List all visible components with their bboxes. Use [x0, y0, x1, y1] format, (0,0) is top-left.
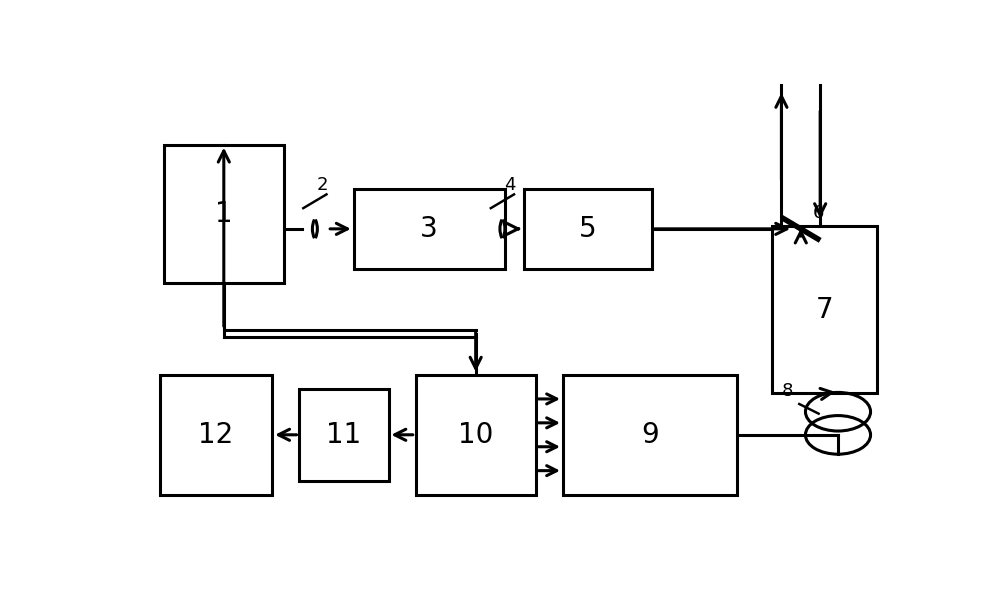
Text: 7: 7	[816, 296, 833, 324]
Bar	[164, 145, 284, 283]
Text: 8: 8	[782, 382, 793, 400]
Text: 4: 4	[504, 176, 516, 195]
Bar	[354, 189, 505, 269]
Text: 11: 11	[326, 421, 362, 449]
Text: 5: 5	[579, 215, 597, 243]
Bar	[524, 189, 652, 269]
Text: 10: 10	[458, 421, 493, 449]
Bar	[772, 226, 877, 393]
Text: 3: 3	[420, 215, 438, 243]
Text: 6: 6	[812, 204, 824, 222]
Text: 12: 12	[198, 421, 234, 449]
Bar	[563, 375, 737, 494]
Text: 9: 9	[641, 421, 659, 449]
Bar	[160, 375, 272, 494]
Bar	[299, 389, 388, 481]
Text: 1: 1	[215, 200, 233, 228]
Bar	[416, 375, 536, 494]
Text: 2: 2	[317, 176, 328, 195]
